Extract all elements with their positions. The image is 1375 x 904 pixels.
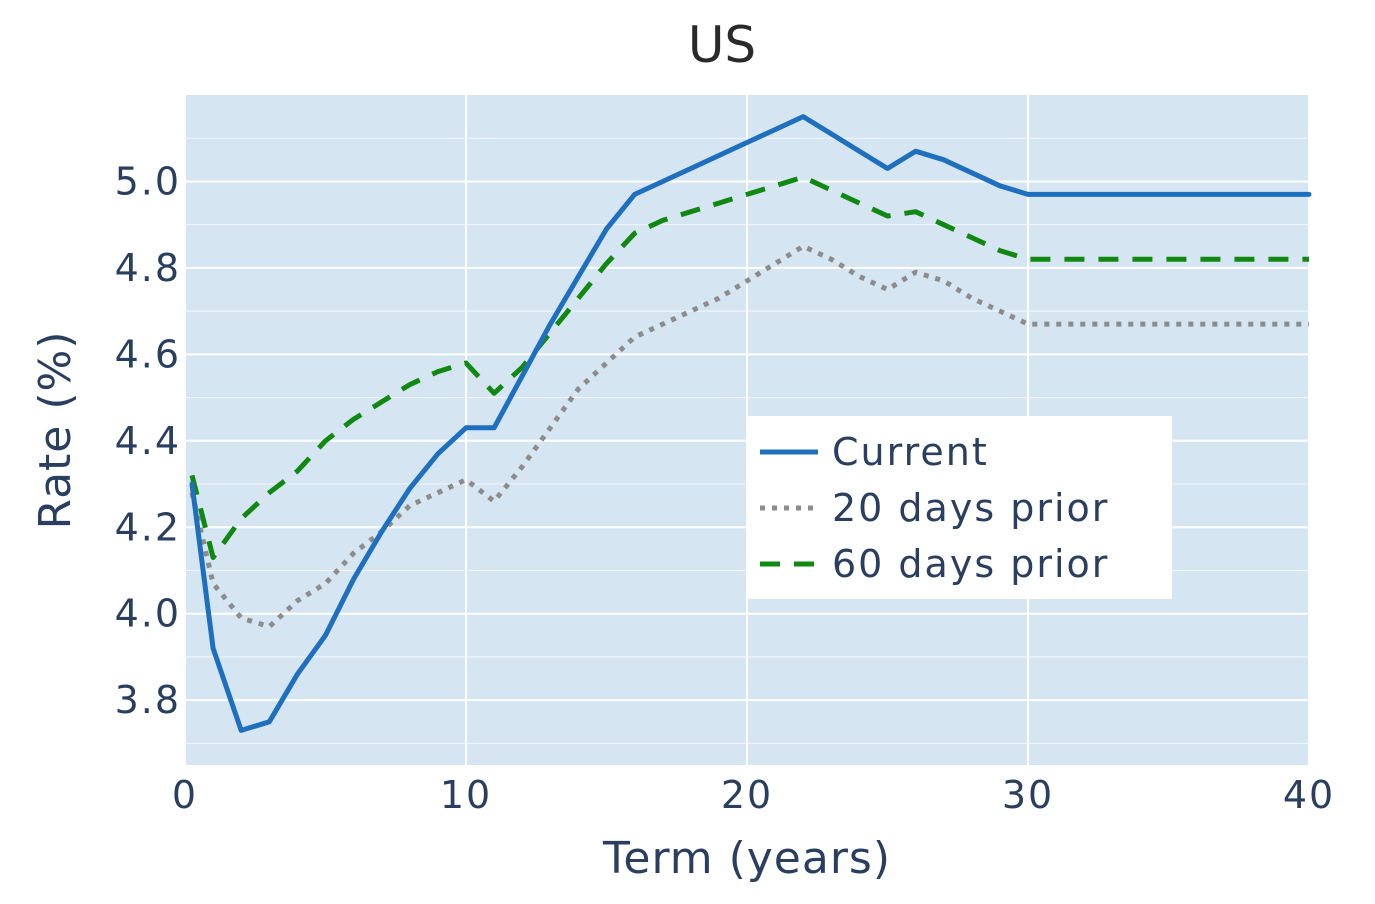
y-tick-label: 4.2 xyxy=(115,505,181,549)
chart-title: US xyxy=(688,16,756,74)
legend-label: Current xyxy=(832,430,989,474)
series-line-20-days-prior xyxy=(189,243,1309,630)
y-tick-label: 4.4 xyxy=(115,419,181,463)
series-line-60-days-prior xyxy=(189,174,1309,560)
y-tick-label: 4.0 xyxy=(115,592,181,636)
x-tick-label: 30 xyxy=(1002,773,1054,817)
x-tick-label: 20 xyxy=(721,773,773,817)
y-tick-label: 4.6 xyxy=(115,332,181,376)
x-tick-label: 0 xyxy=(172,773,198,817)
series-line-current xyxy=(189,114,1312,733)
y-tick-label: 4.8 xyxy=(115,246,181,290)
legend-box xyxy=(747,416,1172,599)
x-tick-label: 10 xyxy=(440,773,492,817)
y-axis-title: Rate (%) xyxy=(30,330,81,529)
series-lines xyxy=(189,114,1312,733)
x-tick-label: 40 xyxy=(1283,773,1335,817)
y-tick-label: 3.8 xyxy=(115,678,181,722)
legend: Current 20 days prior 60 days prior xyxy=(747,416,1172,599)
legend-label: 60 days prior xyxy=(832,542,1109,586)
x-axis-title: Term (years) xyxy=(602,833,891,884)
legend-label: 20 days prior xyxy=(832,486,1109,530)
y-tick-label: 5.0 xyxy=(115,159,181,203)
tick-labels: 3.8 4.0 4.2 4.4 4.6 4.8 5.0 0 10 20 30 40 xyxy=(115,159,1335,817)
